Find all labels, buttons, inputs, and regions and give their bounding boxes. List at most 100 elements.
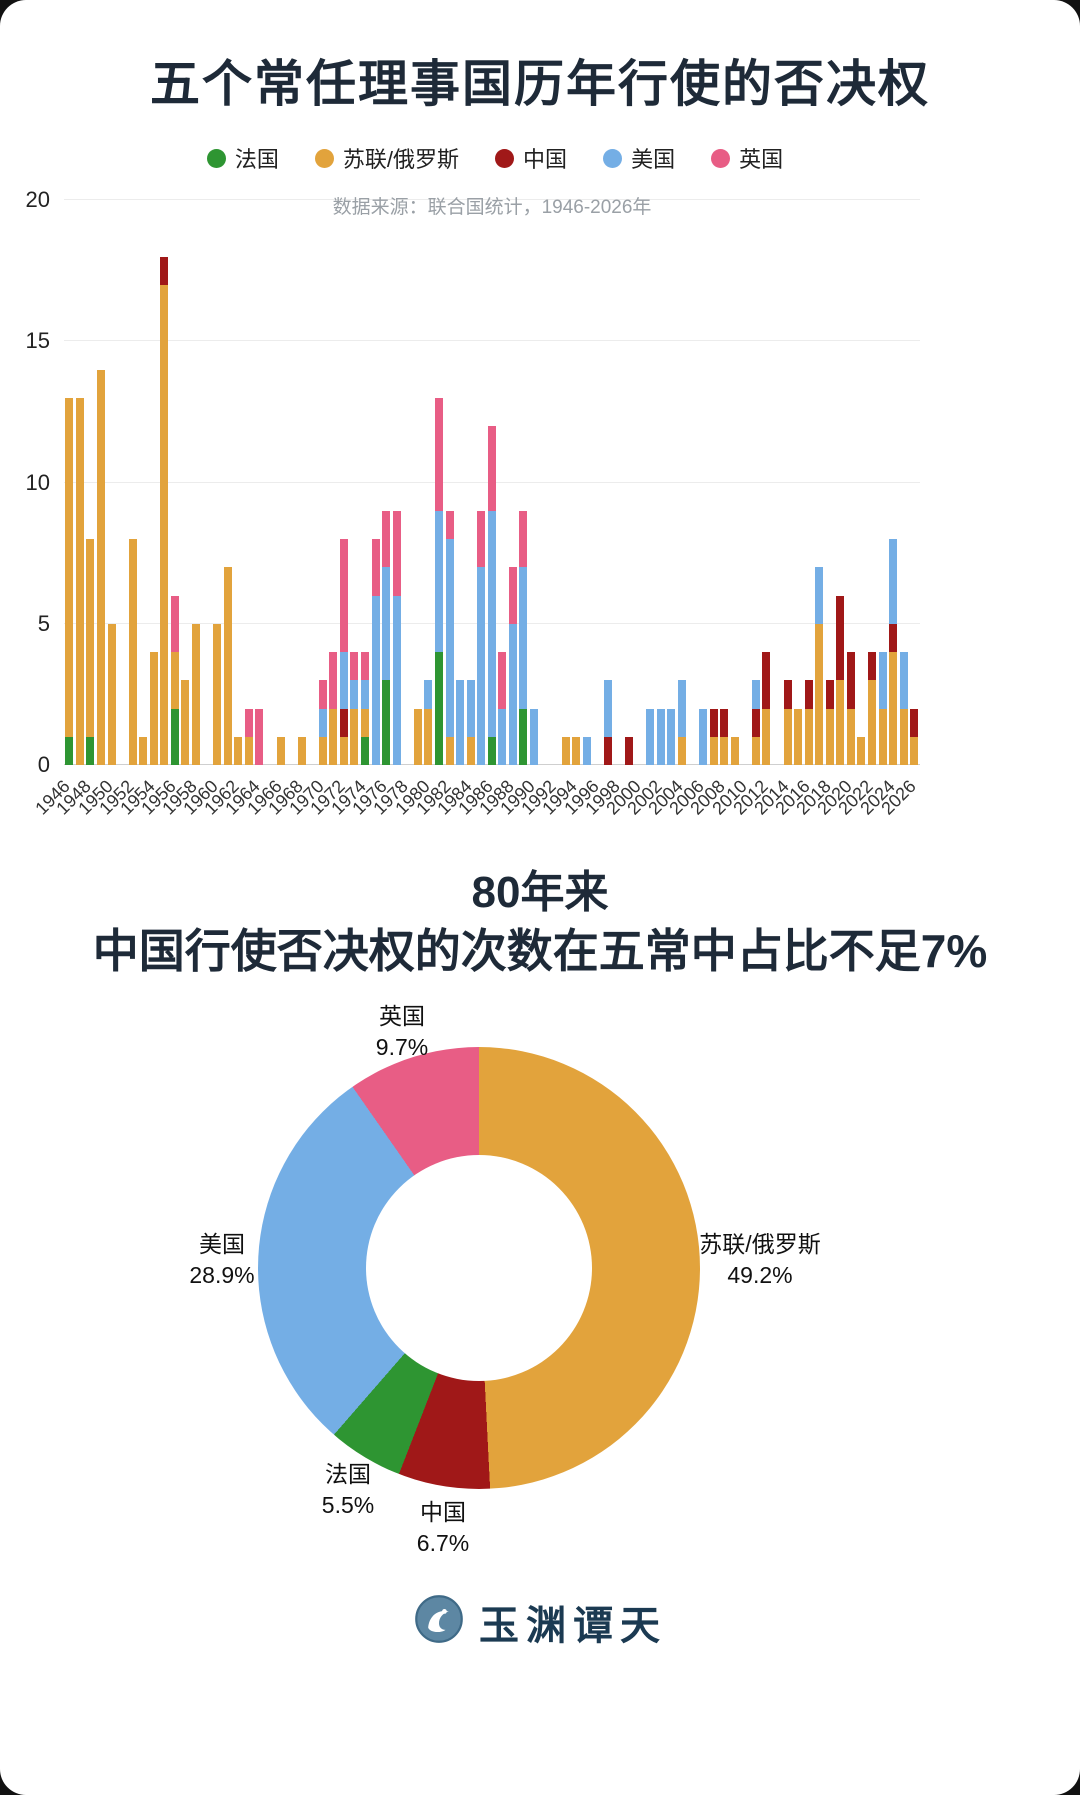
bar-2005 bbox=[687, 200, 698, 765]
bar-segment bbox=[477, 510, 486, 568]
bar-1977 bbox=[391, 200, 402, 765]
legend-item-uk: 英国 bbox=[711, 142, 783, 174]
bar-2004 bbox=[677, 200, 688, 765]
bar-1968 bbox=[296, 200, 307, 765]
bar-segment bbox=[445, 539, 454, 737]
bar-segment bbox=[498, 708, 507, 765]
usa-color-dot bbox=[603, 148, 623, 168]
bar-2023 bbox=[877, 200, 888, 765]
bar-1985 bbox=[476, 200, 487, 765]
bar-segment bbox=[456, 680, 465, 765]
bar-segment bbox=[561, 736, 570, 765]
legend-label: 英国 bbox=[739, 147, 784, 172]
bar-1991 bbox=[539, 200, 550, 765]
bar-segment bbox=[910, 708, 919, 737]
bar-segment bbox=[836, 680, 845, 765]
bar-segment bbox=[836, 595, 845, 681]
bar-1965 bbox=[265, 200, 276, 765]
bar-segment bbox=[783, 680, 792, 709]
bar-segment bbox=[244, 736, 253, 765]
bar-segment bbox=[96, 369, 105, 765]
bar-segment bbox=[466, 736, 475, 765]
bar-1960 bbox=[212, 200, 223, 765]
y-tick-label: 5 bbox=[37, 610, 50, 636]
bar-segment bbox=[160, 256, 169, 285]
bar-segment bbox=[677, 736, 686, 765]
bar-2025 bbox=[898, 200, 909, 765]
bar-1984 bbox=[465, 200, 476, 765]
bar-segment bbox=[244, 708, 253, 737]
bar-1980 bbox=[423, 200, 434, 765]
bar-1975 bbox=[370, 200, 381, 765]
bar-segment bbox=[392, 595, 401, 765]
bar-1970 bbox=[318, 200, 329, 765]
bar-segment bbox=[825, 680, 834, 709]
bar-1976 bbox=[381, 200, 392, 765]
bar-1978 bbox=[402, 200, 413, 765]
bar-segment bbox=[424, 708, 433, 765]
bar-1992 bbox=[550, 200, 561, 765]
bar-2003 bbox=[666, 200, 677, 765]
bar-1950 bbox=[106, 200, 117, 765]
bar-1988 bbox=[508, 200, 519, 765]
bar-segment bbox=[350, 680, 359, 709]
bar-segment bbox=[234, 736, 243, 765]
bar-segment bbox=[783, 708, 792, 765]
bar-1987 bbox=[497, 200, 508, 765]
bar-segment bbox=[170, 708, 179, 765]
bar-1994 bbox=[571, 200, 582, 765]
bar-segment bbox=[720, 708, 729, 737]
bar-segment bbox=[255, 708, 264, 765]
bar-2019 bbox=[835, 200, 846, 765]
donut-label-uk: 英国 9.7% bbox=[375, 1002, 429, 1061]
bar-segment bbox=[677, 680, 686, 737]
bar-1995 bbox=[582, 200, 593, 765]
bar-chart-plot-area: 0 5 10 15 20 bbox=[26, 187, 920, 777]
bar-segment bbox=[339, 539, 348, 652]
bar-1947 bbox=[75, 200, 86, 765]
bar-1966 bbox=[275, 200, 286, 765]
bar-2009 bbox=[729, 200, 740, 765]
bar-segment bbox=[192, 623, 201, 765]
bar-1997 bbox=[603, 200, 614, 765]
bar-2010 bbox=[740, 200, 751, 765]
bar-segment bbox=[371, 539, 380, 596]
bar-2000 bbox=[634, 200, 645, 765]
bar-segment bbox=[424, 680, 433, 709]
bar-segment bbox=[434, 510, 443, 652]
bar-1961 bbox=[222, 200, 233, 765]
bar-1949 bbox=[96, 200, 107, 765]
bar-segment bbox=[361, 736, 370, 765]
france-color-dot bbox=[206, 148, 226, 168]
bar-segment bbox=[699, 708, 708, 765]
legend-item-ussr-russia: 苏联/俄罗斯 bbox=[314, 142, 459, 174]
bar-segment bbox=[751, 708, 760, 737]
bar-segment bbox=[910, 736, 919, 765]
bar-segment bbox=[889, 539, 898, 624]
bar-segment bbox=[878, 708, 887, 765]
bar-1964 bbox=[254, 200, 265, 765]
legend-label: 法国 bbox=[234, 147, 279, 172]
donut-hole bbox=[366, 1154, 592, 1381]
bar-2002 bbox=[656, 200, 667, 765]
bar-segment bbox=[128, 539, 137, 765]
bar-segment bbox=[625, 736, 634, 765]
bar-segment bbox=[297, 736, 306, 765]
bar-1956 bbox=[170, 200, 181, 765]
bar-segment bbox=[762, 652, 771, 709]
bar-segment bbox=[656, 708, 665, 765]
bar-segment bbox=[477, 567, 486, 765]
bar-segment bbox=[65, 397, 74, 737]
bar-2008 bbox=[719, 200, 730, 765]
bar-2006 bbox=[698, 200, 709, 765]
bar-segment bbox=[329, 708, 338, 765]
bar-segment bbox=[508, 623, 517, 765]
bar-segment bbox=[857, 736, 866, 765]
bar-segment bbox=[361, 708, 370, 737]
bar-1996 bbox=[592, 200, 603, 765]
bar-segment bbox=[519, 567, 528, 709]
bar-segment bbox=[794, 708, 803, 765]
bar-segment bbox=[276, 736, 285, 765]
legend-item-china: 中国 bbox=[495, 142, 567, 174]
